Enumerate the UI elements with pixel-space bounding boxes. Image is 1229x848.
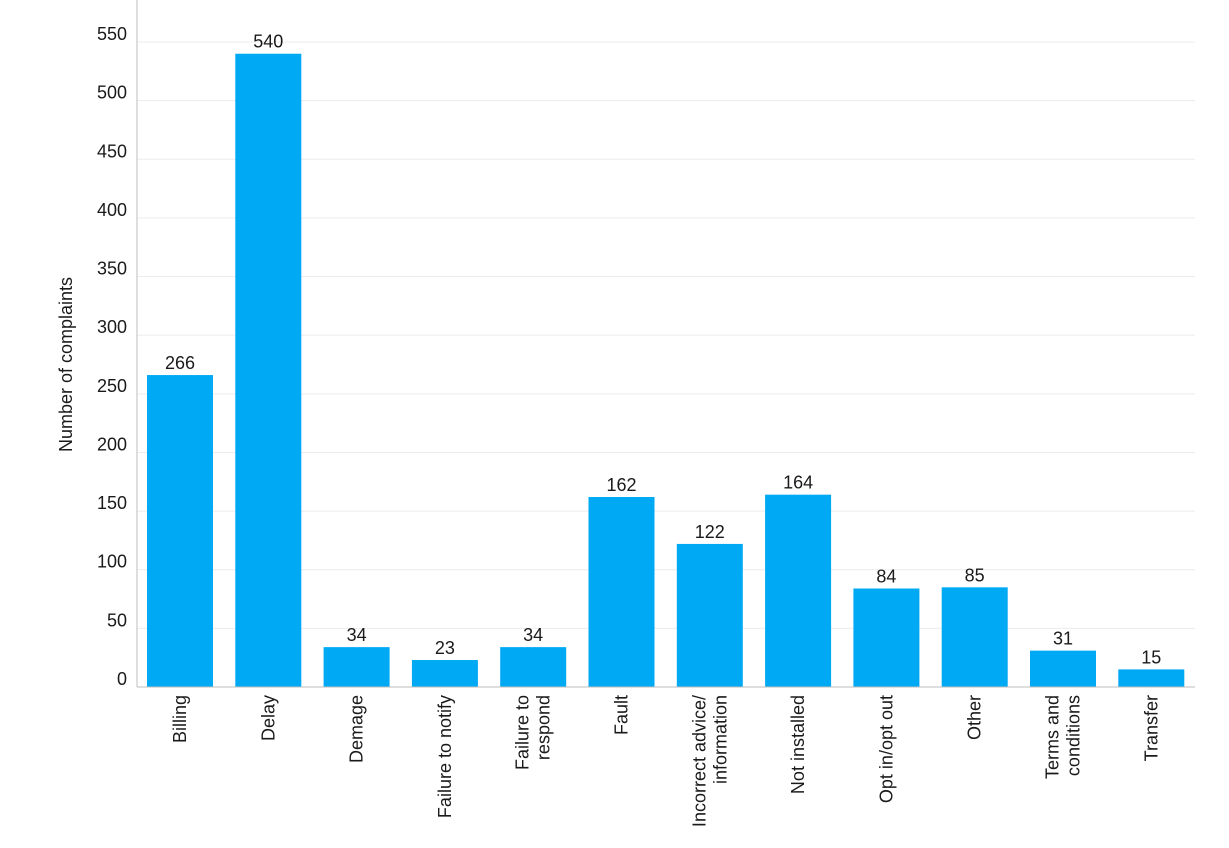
data-label: 34 bbox=[523, 625, 543, 645]
y-tick-label: 350 bbox=[97, 259, 127, 279]
bar bbox=[500, 647, 567, 687]
x-tick-label: Failure to notify bbox=[435, 695, 455, 818]
bar bbox=[411, 660, 478, 687]
data-label: 31 bbox=[1053, 629, 1073, 649]
x-tick-label: Other bbox=[965, 695, 985, 740]
y-tick-label: 100 bbox=[97, 552, 127, 572]
y-tick-label: 200 bbox=[97, 434, 127, 454]
x-tick-label-line: respond bbox=[534, 695, 554, 760]
x-tick-label: Transfer bbox=[1141, 695, 1161, 761]
bar bbox=[1030, 650, 1096, 687]
x-tick-label: Billing bbox=[170, 695, 190, 743]
x-tick-label: Failure torespond bbox=[513, 695, 554, 770]
data-label: 540 bbox=[253, 32, 283, 52]
y-tick-label: 250 bbox=[97, 376, 127, 396]
data-label: 162 bbox=[606, 475, 636, 495]
data-label: 266 bbox=[165, 353, 195, 373]
data-label: 34 bbox=[347, 625, 367, 645]
x-tick-label: Incorrect advice/information bbox=[689, 695, 730, 827]
x-tick-label-line: Other bbox=[965, 695, 985, 740]
x-tick-label-line: Not installed bbox=[788, 695, 808, 794]
x-tick-label-line: Terms and bbox=[1043, 695, 1063, 779]
bar bbox=[147, 375, 213, 687]
data-label: 23 bbox=[435, 638, 455, 658]
bar bbox=[323, 647, 390, 687]
x-tick-label: Delay bbox=[258, 695, 278, 741]
x-tick-label: Fault bbox=[612, 695, 632, 735]
x-tick-label-line: conditions bbox=[1064, 695, 1084, 776]
x-tick-label-line: Billing bbox=[170, 695, 190, 743]
y-tick-label: 450 bbox=[97, 141, 127, 161]
x-tick-label: Not installed bbox=[788, 695, 808, 794]
bar bbox=[676, 543, 743, 687]
x-tick-label-line: Incorrect advice/ bbox=[689, 695, 709, 827]
x-tick-label: Demage bbox=[347, 695, 367, 763]
y-tick-label: 500 bbox=[97, 83, 127, 103]
x-tick-label: Terms andconditions bbox=[1043, 695, 1084, 779]
x-tick-label-line: Delay bbox=[258, 695, 278, 741]
x-tick-label-line: Opt in/opt out bbox=[876, 695, 896, 803]
x-tick-label-line: Demage bbox=[347, 695, 367, 763]
y-tick-label: 0 bbox=[117, 669, 127, 689]
bar bbox=[941, 587, 1008, 687]
data-labels: 266 540 34 23 34 162 122 164 84 85 31 15 bbox=[165, 32, 1161, 668]
x-tick-label-line: information bbox=[710, 695, 730, 784]
bars bbox=[147, 53, 1185, 687]
data-label: 15 bbox=[1141, 647, 1161, 667]
y-axis-title: Number of complaints bbox=[56, 277, 76, 452]
bar bbox=[1118, 669, 1185, 687]
x-tick-label-line: Transfer bbox=[1141, 695, 1161, 761]
x-tick-label-line: Failure to notify bbox=[435, 695, 455, 818]
bar bbox=[588, 497, 655, 687]
bar bbox=[235, 53, 302, 687]
data-label: 164 bbox=[783, 473, 813, 493]
y-tick-label: 300 bbox=[97, 317, 127, 337]
data-label: 85 bbox=[965, 565, 985, 585]
bar bbox=[853, 588, 920, 687]
data-label: 84 bbox=[876, 566, 896, 586]
x-tick-label-line: Fault bbox=[612, 695, 632, 735]
x-tick-label-line: Failure to bbox=[513, 695, 533, 770]
x-axis-categories: Billing Delay Demage Failure to notify Failu… bbox=[170, 695, 1161, 827]
gridlines bbox=[137, 41, 1195, 629]
y-tick-label: 550 bbox=[97, 24, 127, 44]
bar bbox=[765, 494, 832, 687]
y-tick-label: 150 bbox=[97, 493, 127, 513]
y-tick-label: 50 bbox=[107, 610, 127, 630]
y-axis-ticks: 0 50 100 150 200 250 300 350 400 450 500 550 bbox=[97, 24, 127, 689]
y-tick-label: 400 bbox=[97, 200, 127, 220]
x-tick-label: Opt in/opt out bbox=[876, 695, 896, 803]
data-label: 122 bbox=[695, 522, 725, 542]
